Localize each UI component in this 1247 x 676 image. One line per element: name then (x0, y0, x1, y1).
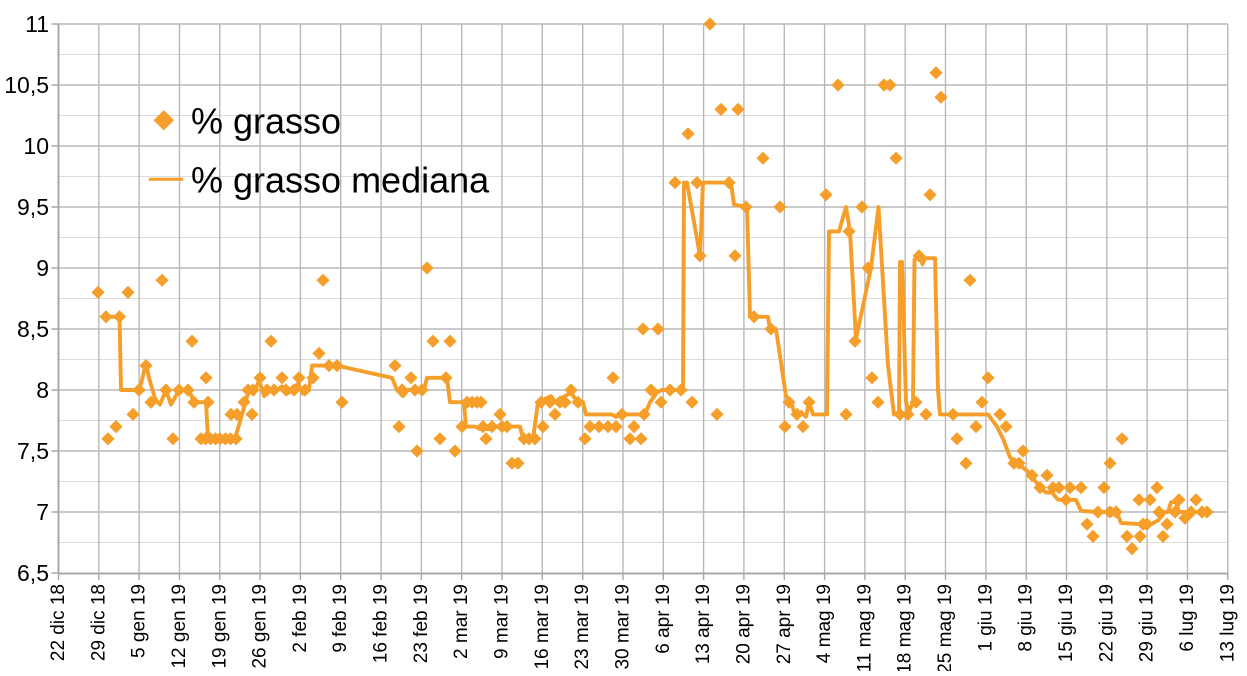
svg-text:9 mar 19: 9 mar 19 (492, 584, 513, 659)
svg-text:7: 7 (36, 499, 49, 525)
svg-text:27 apr 19: 27 apr 19 (774, 584, 795, 664)
svg-text:22 dic 18: 22 dic 18 (48, 584, 69, 661)
svg-text:% grasso: % grasso (191, 101, 341, 142)
svg-text:10: 10 (23, 133, 49, 159)
svg-text:6,5: 6,5 (17, 560, 49, 586)
svg-text:8: 8 (36, 377, 49, 403)
svg-text:23 mar 19: 23 mar 19 (572, 584, 593, 670)
svg-text:20 apr 19: 20 apr 19 (733, 584, 754, 664)
svg-text:11 mag 19: 11 mag 19 (854, 584, 875, 671)
svg-text:26 gen 19: 26 gen 19 (250, 584, 271, 669)
svg-text:1 giu 19: 1 giu 19 (975, 584, 996, 652)
svg-text:8,5: 8,5 (17, 316, 49, 342)
svg-text:4 mag 19: 4 mag 19 (814, 584, 835, 663)
svg-text:29 dic 18: 29 dic 18 (88, 584, 109, 661)
svg-text:15 giu 19: 15 giu 19 (1056, 584, 1077, 662)
svg-text:8 giu 19: 8 giu 19 (1016, 584, 1037, 652)
svg-text:7,5: 7,5 (17, 438, 49, 464)
svg-text:9,5: 9,5 (17, 194, 49, 220)
svg-text:19 gen 19: 19 gen 19 (209, 584, 230, 669)
svg-text:30 mar 19: 30 mar 19 (613, 584, 634, 670)
svg-text:16 feb 19: 16 feb 19 (371, 584, 392, 663)
svg-text:9: 9 (36, 255, 49, 281)
svg-text:10,5: 10,5 (4, 72, 49, 98)
svg-text:18 mag 19: 18 mag 19 (895, 584, 916, 671)
svg-text:6 lug 19: 6 lug 19 (1177, 584, 1198, 652)
svg-text:13 lug 19: 13 lug 19 (1217, 584, 1238, 662)
svg-text:% grasso mediana: % grasso mediana (191, 160, 490, 201)
svg-text:12 gen 19: 12 gen 19 (169, 584, 190, 669)
svg-text:22 giu 19: 22 giu 19 (1096, 584, 1117, 662)
svg-text:13 apr 19: 13 apr 19 (693, 584, 714, 664)
svg-text:6 apr 19: 6 apr 19 (653, 584, 674, 654)
svg-text:23 feb 19: 23 feb 19 (411, 584, 432, 663)
svg-text:2 feb 19: 2 feb 19 (290, 584, 311, 653)
svg-text:16 mar 19: 16 mar 19 (532, 584, 553, 670)
svg-text:9 feb 19: 9 feb 19 (330, 584, 351, 653)
svg-text:5 gen 19: 5 gen 19 (129, 584, 150, 658)
svg-text:29 giu 19: 29 giu 19 (1137, 584, 1158, 662)
svg-text:2 mar 19: 2 mar 19 (451, 584, 472, 659)
svg-text:11: 11 (25, 11, 49, 37)
svg-text:25 mag 19: 25 mag 19 (935, 584, 956, 671)
